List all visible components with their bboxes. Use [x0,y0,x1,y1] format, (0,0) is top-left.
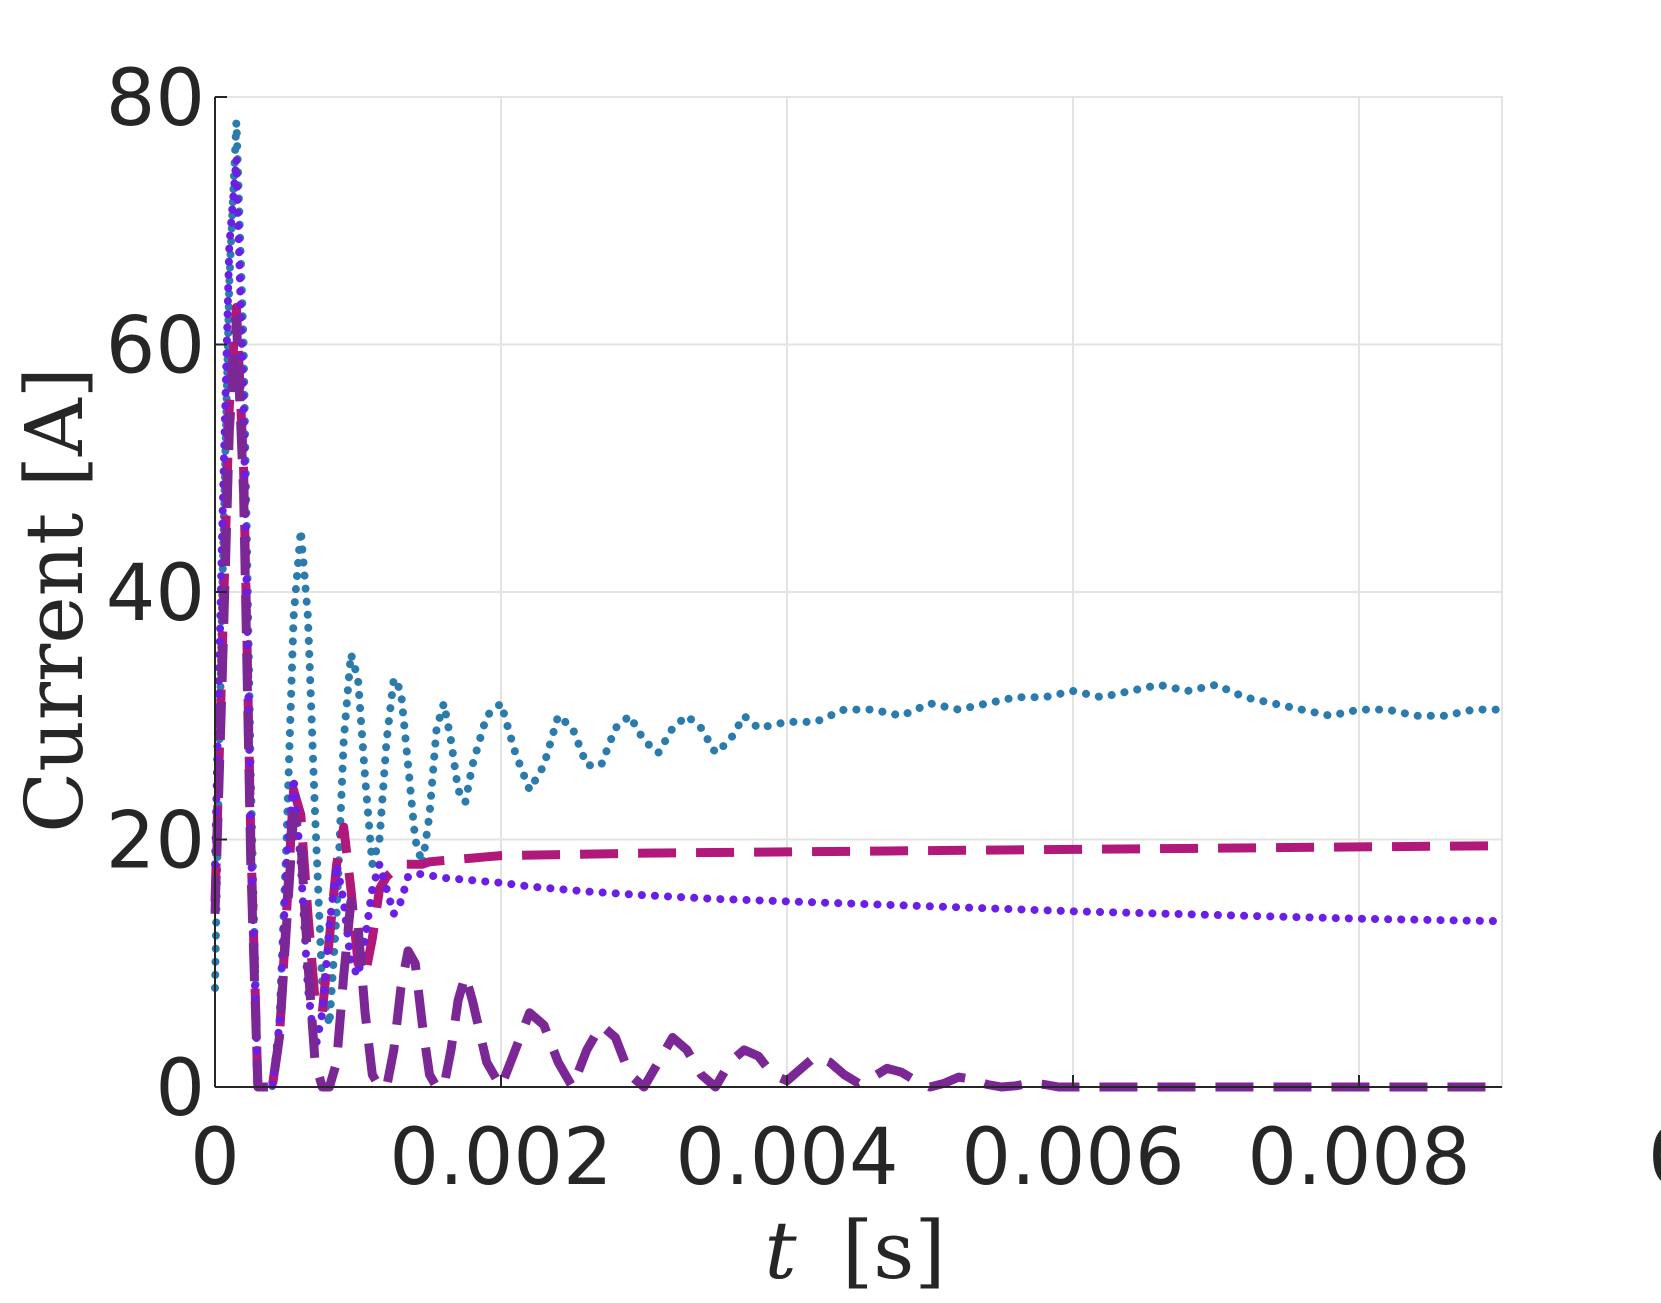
x-axis-label: t [s] [764,1204,945,1297]
x-tick-label: 0 [1648,1113,1661,1203]
y-tick-label: 0 [155,1044,205,1134]
plot-series [210,117,1506,1092]
x-tick-label: 0 [190,1113,240,1203]
x-tick-label: 0.008 [1247,1113,1470,1203]
x-tick-label: 0.004 [675,1113,898,1203]
x-axis-label-unit: [s] [842,1204,945,1297]
y-tick-label: 60 [106,302,205,392]
series-line-4 [210,315,1502,1092]
series-line-2 [210,302,1503,1092]
axes [214,96,1502,1088]
x-tick-label: 0.006 [961,1113,1184,1203]
series-line-1 [211,117,1506,1091]
x-axis-label-variable: t [764,1204,797,1297]
y-axis-label: Current [A] [8,367,101,833]
y-tick-label: 80 [106,54,205,144]
x-tick-label: 0.002 [389,1113,612,1203]
y-tick-label: 20 [106,797,205,887]
grid [214,96,1503,1088]
y-tick-label: 40 [106,549,205,639]
